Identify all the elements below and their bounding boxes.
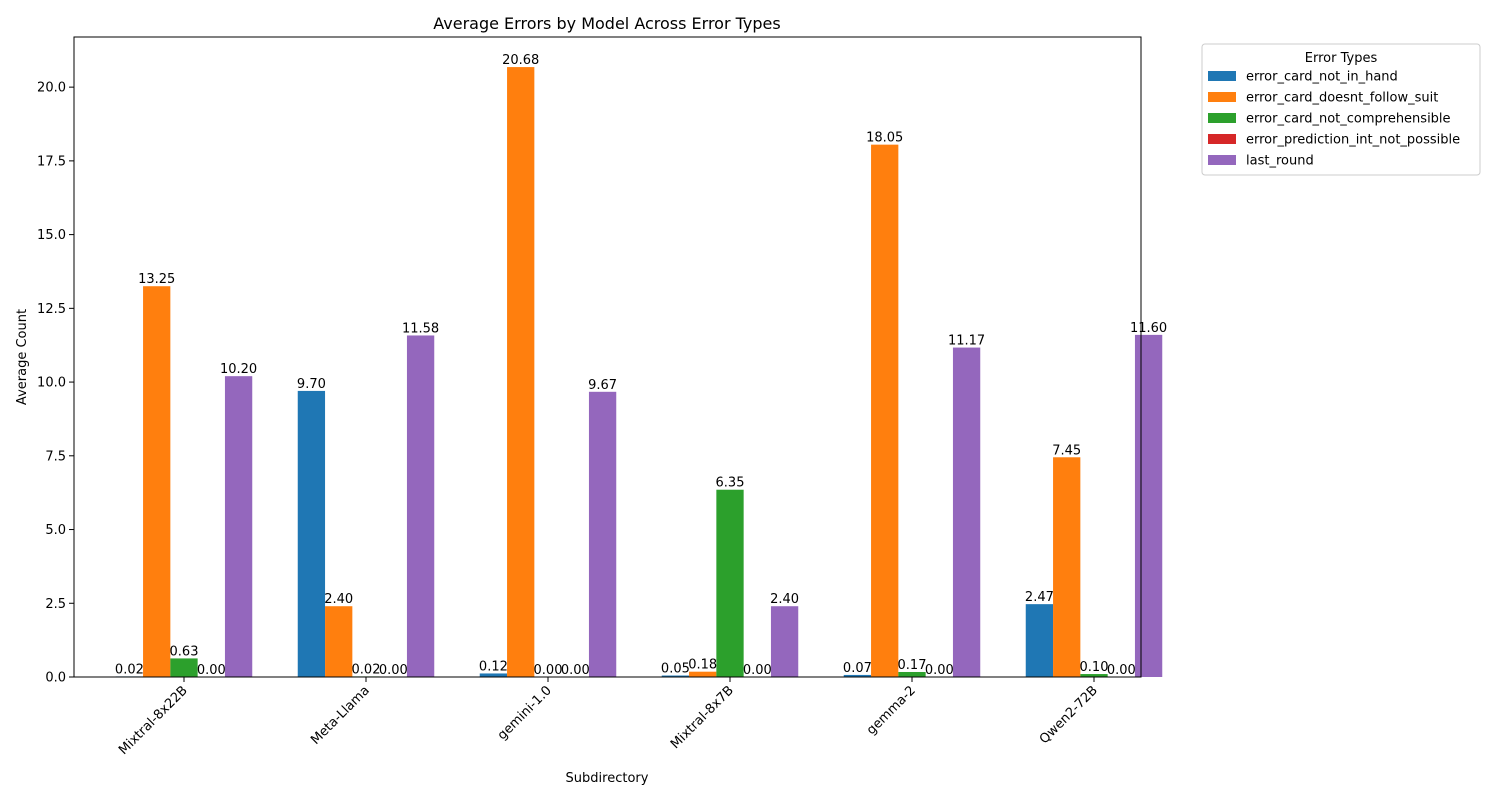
chart-title: Average Errors by Model Across Error Typ…	[433, 14, 780, 33]
bar-last_round-Meta-Llama	[406, 335, 435, 677]
data-label: 7.45	[1052, 443, 1081, 458]
legend-label: last_round	[1246, 154, 1314, 169]
data-label: 0.18	[688, 658, 717, 673]
legend-label: error_prediction_int_not_possible	[1246, 133, 1460, 148]
bar-error_card_not_comprehensible-gemma-2	[898, 671, 926, 677]
data-label: 2.47	[1025, 590, 1054, 605]
data-label: 0.02	[352, 662, 381, 677]
legend-swatch	[1208, 113, 1236, 123]
bar-error_card_not_in_hand-Mixtral-8x7B	[661, 675, 690, 677]
data-label: 0.00	[925, 663, 954, 678]
data-label: 0.07	[843, 661, 872, 676]
bar-last_round-Mixtral-8x22B	[224, 376, 253, 677]
data-label: 9.70	[297, 377, 326, 392]
data-label: 0.05	[661, 662, 690, 677]
data-label: 2.40	[770, 592, 799, 607]
x-axis-title: Subdirectory	[566, 771, 649, 786]
legend-items: error_card_not_in_hand error_card_doesnt_…	[1208, 70, 1460, 169]
x-tick-label: gemini-1.0	[495, 683, 555, 743]
data-label: 0.10	[1080, 660, 1109, 675]
x-axis: Mixtral-8x22B Meta-Llama gemini-1.0 Mixtral…	[116, 677, 1101, 758]
y-tick-label: 5.0	[45, 523, 66, 538]
legend-label: error_card_not_comprehensible	[1246, 112, 1451, 127]
data-label: 0.12	[479, 659, 508, 674]
y-tick-label: 12.5	[37, 302, 66, 317]
bar-error_card_not_in_hand-gemma-2	[843, 674, 872, 677]
legend-swatch	[1208, 71, 1236, 81]
bar-error_card_doesnt_follow_suit-gemini-1.0	[507, 67, 535, 677]
data-label: 0.00	[534, 663, 563, 678]
bar-error_card_doesnt_follow_suit-Mixtral-8x22B	[143, 286, 171, 677]
data-label: 13.25	[138, 272, 175, 287]
data-label: 0.00	[197, 663, 226, 678]
y-tick-label: 7.5	[45, 449, 66, 464]
y-axis-title: Average Count	[15, 309, 30, 405]
y-tick-label: 0.0	[45, 671, 66, 686]
y-tick-label: 10.0	[37, 376, 66, 391]
data-labels-group: 0.0213.250.630.0010.209.702.400.020.0011…	[115, 53, 1167, 678]
data-label: 9.67	[588, 378, 617, 393]
legend-label: error_card_doesnt_follow_suit	[1246, 91, 1438, 106]
data-label: 20.68	[502, 53, 539, 68]
data-label: 11.58	[402, 321, 439, 336]
legend-label: error_card_not_in_hand	[1246, 70, 1398, 85]
legend: Error Types error_card_not_in_handerror_…	[1201, 43, 1481, 176]
bar-error_card_not_in_hand-Meta-Llama	[297, 390, 326, 677]
y-tick-label: 20.0	[37, 81, 66, 96]
legend-title: Error Types	[1305, 51, 1378, 66]
x-tick-label: gemma-2	[864, 683, 919, 738]
x-tick-label: Meta-Llama	[308, 683, 373, 748]
data-label: 0.00	[561, 663, 590, 678]
data-label: 0.00	[743, 663, 772, 678]
bar-error_card_not_in_hand-Qwen2-72B	[1025, 604, 1054, 677]
x-tick-label: Qwen2-72B	[1037, 683, 1101, 747]
data-label: 11.17	[948, 334, 985, 349]
legend-swatch	[1208, 155, 1236, 165]
data-label: 0.63	[170, 644, 199, 659]
data-label: 2.40	[324, 592, 353, 607]
x-tick-label: Mixtral-8x7B	[668, 683, 737, 752]
data-label: 6.35	[716, 476, 745, 491]
data-label: 0.00	[379, 663, 408, 678]
legend-swatch	[1208, 92, 1236, 102]
bar-error_card_not_comprehensible-Qwen2-72B	[1080, 674, 1108, 677]
y-tick-label: 17.5	[37, 154, 66, 169]
legend-frame	[1201, 43, 1481, 176]
bars-group	[115, 67, 1163, 677]
bar-error_card_doesnt_follow_suit-Meta-Llama	[325, 606, 353, 677]
bar-error_card_not_comprehensible-Mixtral-8x7B	[716, 489, 744, 677]
bar-last_round-gemini-1.0	[588, 391, 617, 677]
y-tick-label: 15.0	[37, 228, 66, 243]
data-label: 0.00	[1107, 663, 1136, 678]
x-tick-label: Mixtral-8x22B	[116, 683, 191, 758]
bar-error_card_doesnt_follow_suit-gemma-2	[871, 144, 899, 677]
y-axis: 0.0 2.5 5.0 7.5 10.0 12.5 15.0 17.5 20.0	[37, 81, 74, 686]
bar-last_round-Qwen2-72B	[1134, 334, 1163, 677]
bar-error_card_not_comprehensible-Mixtral-8x22B	[170, 658, 198, 677]
plot-frame	[73, 36, 1142, 678]
y-tick-label: 2.5	[45, 597, 66, 612]
data-label: 11.60	[1130, 321, 1167, 336]
data-label: 0.02	[115, 662, 144, 677]
bar-last_round-Mixtral-8x7B	[770, 606, 799, 677]
bar-error_card_doesnt_follow_suit-Qwen2-72B	[1053, 457, 1081, 677]
bar-last_round-gemma-2	[952, 347, 981, 677]
data-label: 0.17	[898, 658, 927, 673]
data-label: 10.20	[220, 362, 257, 377]
data-label: 18.05	[866, 131, 903, 146]
bar-error_card_not_in_hand-gemini-1.0	[479, 673, 508, 677]
bar-error_card_doesnt_follow_suit-Mixtral-8x7B	[689, 671, 717, 677]
legend-swatch	[1208, 134, 1236, 144]
